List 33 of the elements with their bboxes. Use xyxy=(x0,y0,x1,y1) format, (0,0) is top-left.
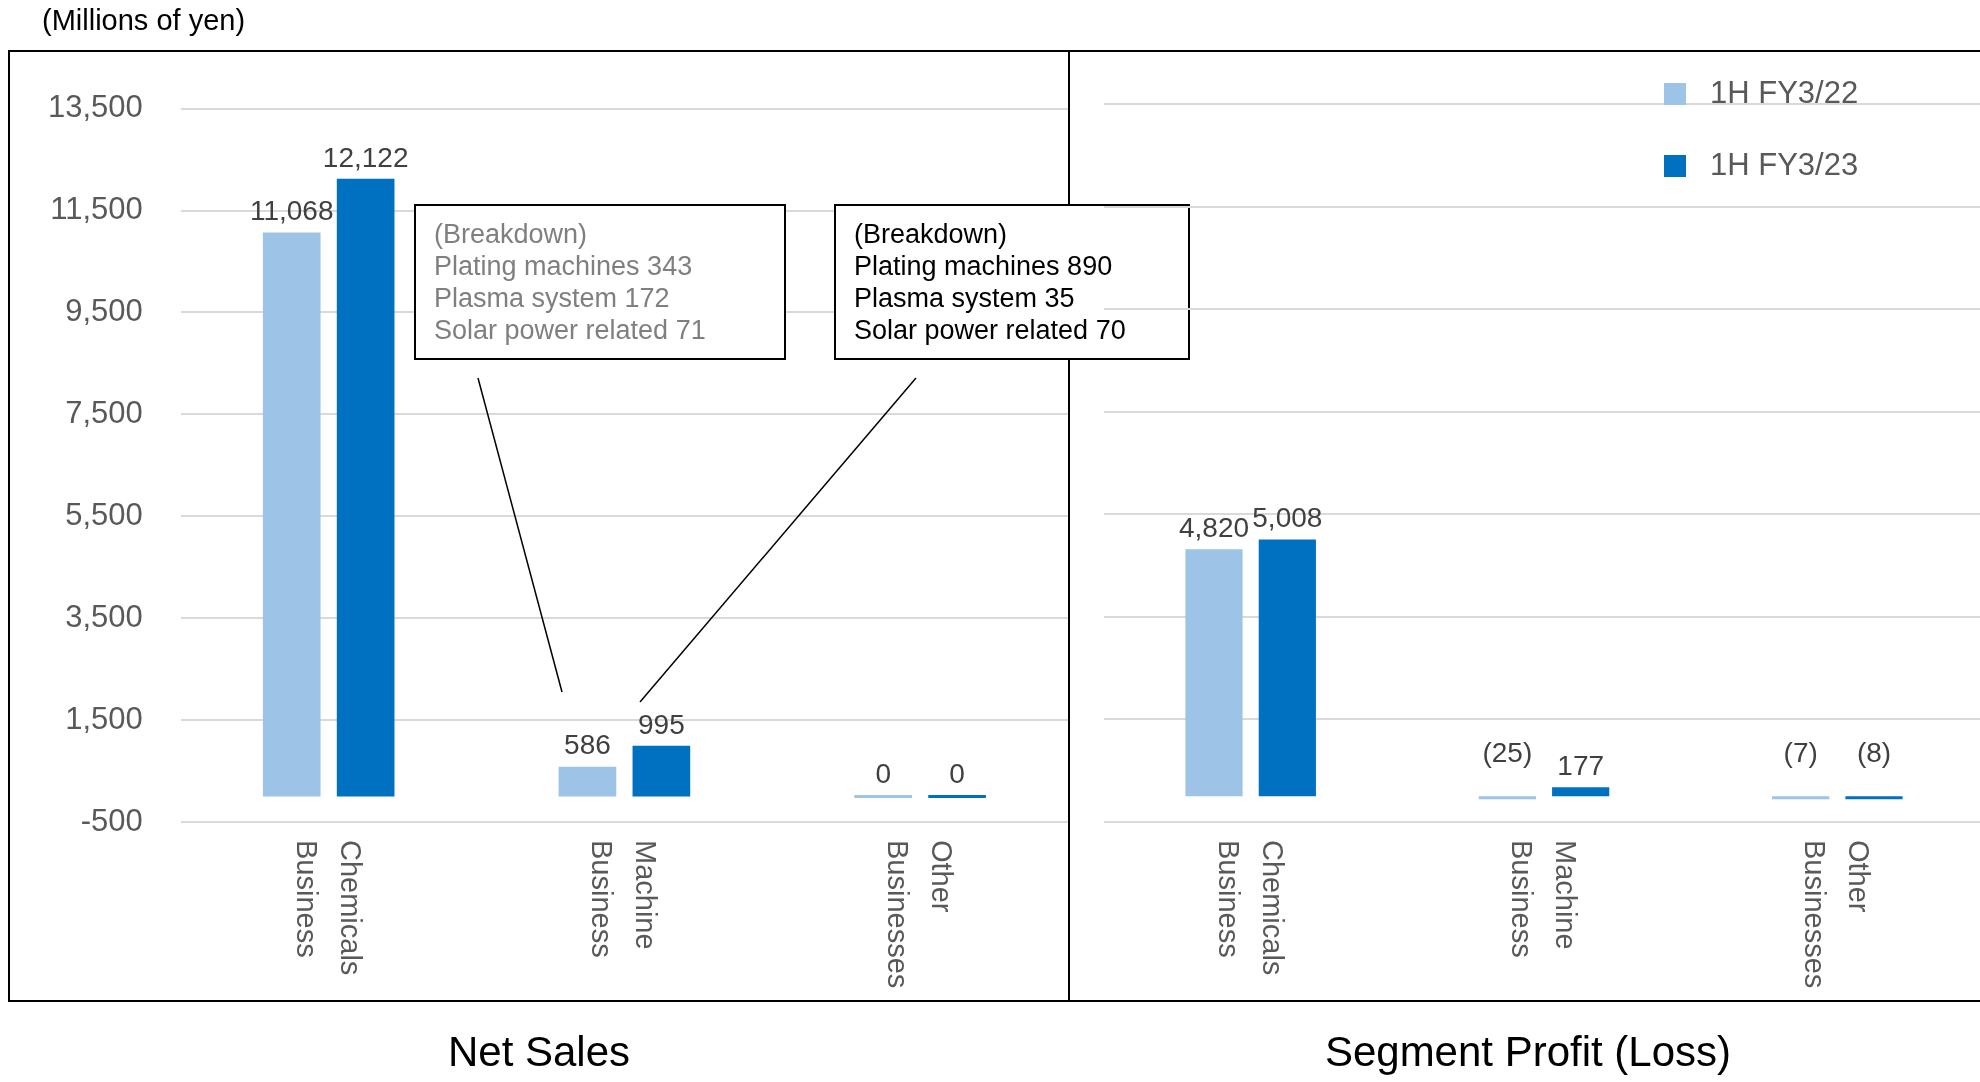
y-axis-title: (Millions of yen) xyxy=(42,4,246,37)
data-label: (7) xyxy=(1783,737,1818,769)
data-label: 0 xyxy=(875,757,891,789)
data-label: 0 xyxy=(949,757,965,789)
y-tick-label: 7,500 xyxy=(65,394,143,430)
y-tick-label: 11,500 xyxy=(50,191,143,227)
y-tick-label: -500 xyxy=(80,802,143,838)
y-tick-label: 13,500 xyxy=(47,89,143,125)
data-label: 12,122 xyxy=(322,141,409,173)
data-label: 995 xyxy=(638,708,685,740)
data-label: (25) xyxy=(1482,737,1533,769)
data-label: 586 xyxy=(564,729,611,761)
y-tick-label: 9,500 xyxy=(65,292,143,328)
text: Net Sales xyxy=(446,1028,632,1076)
legend-label: 1H FY3/22 xyxy=(1710,74,1859,110)
text: Segment Profit (Loss) xyxy=(1323,1028,1733,1076)
x-tick-label: Other Businesses xyxy=(1799,840,1876,989)
x-tick-label: Machine Business xyxy=(586,840,663,958)
data-label: 177 xyxy=(1557,750,1605,781)
x-tick-label: Chemicals Business xyxy=(1212,840,1289,976)
data-label: (8) xyxy=(1856,737,1892,769)
y-tick-label: 3,500 xyxy=(65,598,143,634)
callout-box: (Breakdown) Plating machines 343 Plasma system 172 Solar power related 71 xyxy=(414,204,786,360)
data-label: 5,008 xyxy=(1252,502,1323,534)
legend-label: 1H FY3/23 xyxy=(1710,146,1859,182)
data-label: 11,068 xyxy=(249,195,334,227)
x-tick-label: Other Businesses xyxy=(882,840,959,989)
x-tick-label: Machine Business xyxy=(1506,840,1582,958)
y-tick-label: 5,500 xyxy=(65,496,143,532)
x-tick-label: Chemicals Business xyxy=(290,840,367,976)
data-label: 4,820 xyxy=(1178,511,1250,543)
callout-box: (Breakdown) Plating machines 890 Plasma system 35 Solar power related 70 xyxy=(834,204,1190,360)
y-tick-label: 1,500 xyxy=(65,700,143,736)
